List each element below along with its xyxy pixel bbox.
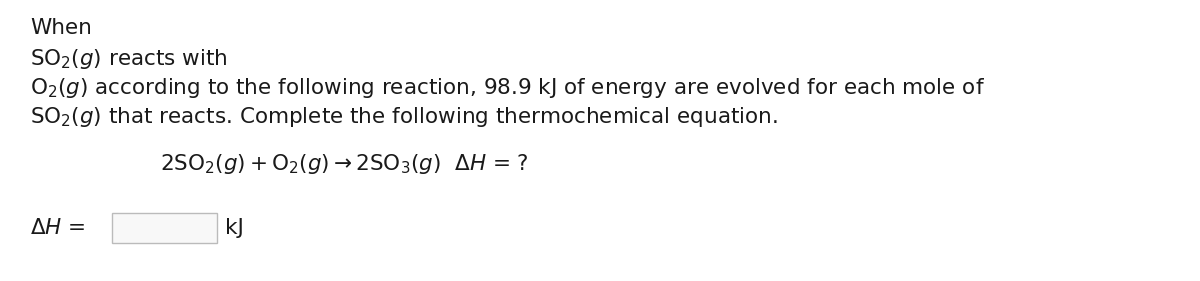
Text: $\mathregular{2SO_2(}g\mathregular{) + O_2(}g\mathregular{) \rightarrow 2SO_3(}g: $\mathregular{2SO_2(}g\mathregular{) + O… bbox=[160, 152, 529, 176]
Text: $\mathregular{O_2(}g\mathregular{)}$ according to the following reaction, 98.9 k: $\mathregular{O_2(}g\mathregular{)}$ acc… bbox=[30, 76, 985, 100]
Text: $\mathregular{SO_2(}g\mathregular{)}$ that reacts. Complete the following thermo: $\mathregular{SO_2(}g\mathregular{)}$ th… bbox=[30, 105, 778, 129]
Bar bbox=[112, 213, 217, 243]
Text: When: When bbox=[30, 18, 92, 38]
Text: $\Delta H$ =: $\Delta H$ = bbox=[30, 218, 85, 238]
Text: $\mathregular{SO_2(}g\mathregular{)}$ reacts with: $\mathregular{SO_2(}g\mathregular{)}$ re… bbox=[30, 47, 228, 71]
Text: kJ: kJ bbox=[226, 218, 244, 238]
